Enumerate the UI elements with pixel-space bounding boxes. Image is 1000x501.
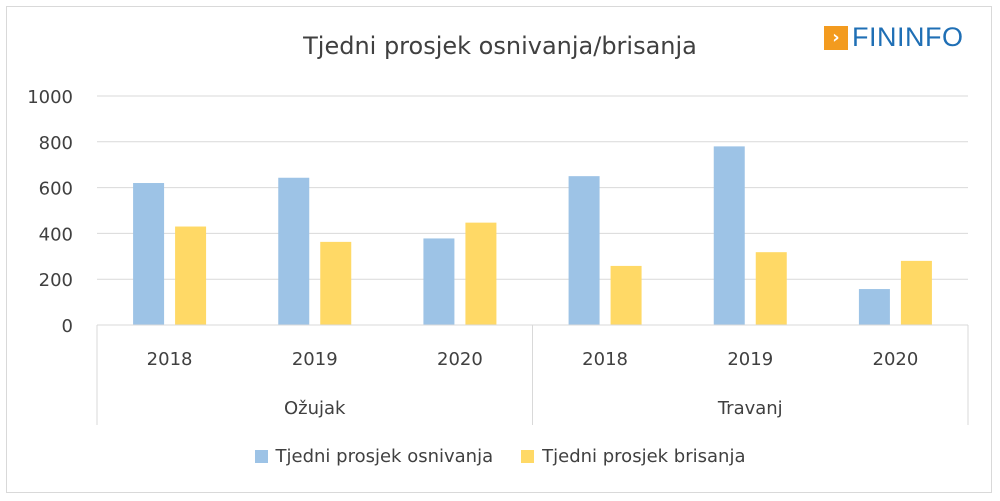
legend-label-brisanja: Tjedni prosjek brisanja (542, 446, 746, 467)
bar-brisanja (175, 226, 207, 325)
logo-text: FININFO (852, 22, 964, 52)
legend-item-osnivanja: Tjedni prosjek osnivanja (254, 446, 494, 467)
arrow-right-icon: › (824, 25, 848, 50)
y-tick-label: 600 (39, 179, 73, 200)
y-tick-label: 0 (62, 316, 73, 337)
y-tick-label: 200 (39, 270, 73, 291)
bar-brisanja (320, 241, 352, 325)
fininfo-logo: › FININFO (824, 22, 964, 53)
y-tick-label: 400 (39, 224, 73, 245)
bar-osnivanja (568, 176, 600, 325)
bar-osnivanja (423, 238, 455, 325)
legend-swatch-brisanja (521, 450, 535, 463)
legend: Tjedni prosjek osnivanja Tjedni prosjek … (0, 446, 1000, 467)
y-tick-label: 800 (39, 133, 73, 154)
x-tick-label: 2019 (292, 349, 338, 370)
group-label: Ožujak (284, 398, 346, 419)
legend-label-osnivanja: Tjedni prosjek osnivanja (275, 446, 494, 467)
bar-osnivanja (858, 289, 890, 325)
legend-swatch-osnivanja (254, 450, 268, 463)
group-label: Travanj (717, 398, 783, 419)
bar-brisanja (465, 222, 497, 325)
bar-osnivanja (278, 177, 310, 325)
x-tick-label: 2020 (873, 349, 919, 370)
bar-brisanja (610, 265, 642, 325)
bar-osnivanja (133, 183, 165, 325)
x-tick-label: 2018 (147, 349, 193, 370)
chart-frame (6, 6, 992, 493)
x-tick-label: 2018 (582, 349, 628, 370)
legend-item-brisanja: Tjedni prosjek brisanja (521, 446, 745, 467)
bar-brisanja (755, 252, 787, 325)
bar-osnivanja (713, 146, 745, 325)
x-tick-label: 2020 (437, 349, 483, 370)
x-tick-label: 2019 (727, 349, 773, 370)
y-tick-label: 1000 (27, 87, 73, 108)
chart-title: Tjedni prosjek osnivanja/brisanja (303, 32, 697, 60)
bar-brisanja (900, 260, 932, 325)
